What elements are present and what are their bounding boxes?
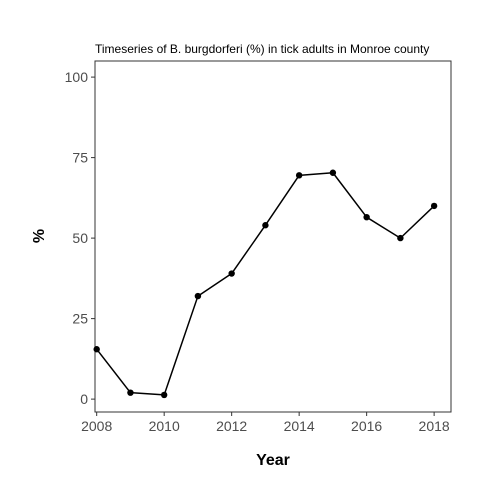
data-point (93, 346, 100, 353)
y-tick-label: 0 (80, 391, 88, 407)
chart-title: Timeseries of B. burgdorferi (%) in tick… (95, 42, 429, 56)
data-point (295, 172, 303, 179)
series-layer (93, 169, 438, 399)
y-tick-label: 100 (65, 69, 89, 85)
x-tick-label: 2018 (419, 418, 450, 434)
plot-panel (94, 60, 452, 413)
x-axis-title: Year (256, 452, 290, 469)
x-tick-label: 2012 (216, 418, 247, 434)
data-point (363, 213, 370, 221)
x-tick-label: 2016 (351, 418, 382, 434)
y-tick-label: 25 (72, 311, 88, 327)
data-point (127, 389, 134, 396)
data-point (397, 234, 404, 242)
x-tick-label: 2010 (149, 418, 180, 434)
x-axis: 2008 2010 2012 2014 2016 2018 (81, 412, 450, 434)
data-point (262, 222, 269, 229)
series-line (96, 171, 435, 396)
y-tick-label: 50 (72, 230, 88, 246)
y-axis: 0 25 50 75 100 (65, 69, 95, 407)
data-point (228, 270, 235, 277)
y-axis-title: % (31, 229, 48, 243)
x-tick-label: 2008 (81, 418, 112, 434)
data-point (194, 292, 202, 300)
x-tick-label: 2014 (284, 418, 315, 434)
data-point (430, 202, 438, 210)
y-tick-label: 75 (72, 150, 88, 166)
data-point (329, 169, 337, 176)
data-point (160, 391, 168, 399)
